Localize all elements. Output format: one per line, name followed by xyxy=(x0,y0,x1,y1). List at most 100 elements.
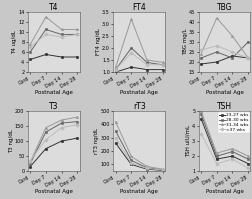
23-27 wks xyxy=(129,66,132,68)
23-27 wks xyxy=(199,117,202,120)
31-34 wks xyxy=(28,161,32,163)
>37 wks xyxy=(161,169,164,171)
28-30 wks xyxy=(214,51,217,53)
28-30 wks xyxy=(214,155,217,157)
>37 wks xyxy=(129,162,132,164)
Line: 23-27 wks: 23-27 wks xyxy=(199,117,248,165)
31-34 wks xyxy=(129,18,132,20)
Line: 31-34 wks: 31-34 wks xyxy=(114,18,163,68)
23-27 wks xyxy=(145,68,148,71)
28-30 wks xyxy=(114,68,117,71)
28-30 wks xyxy=(44,131,47,133)
28-30 wks xyxy=(230,57,233,59)
Line: 28-30 wks: 28-30 wks xyxy=(114,47,163,71)
28-30 wks xyxy=(60,122,63,124)
31-34 wks xyxy=(60,28,63,31)
28-30 wks xyxy=(161,169,164,171)
31-34 wks xyxy=(114,121,117,123)
Line: 23-27 wks: 23-27 wks xyxy=(114,142,163,172)
23-27 wks xyxy=(230,55,233,57)
>37 wks xyxy=(214,45,217,47)
31-34 wks xyxy=(246,57,249,59)
>37 wks xyxy=(44,139,47,141)
Title: TSH: TSH xyxy=(216,102,231,111)
23-27 wks xyxy=(199,63,202,65)
>37 wks xyxy=(44,33,47,36)
31-34 wks xyxy=(60,119,63,121)
31-34 wks xyxy=(161,61,164,64)
Title: T4: T4 xyxy=(49,3,58,12)
Title: TBG: TBG xyxy=(216,3,231,12)
28-30 wks xyxy=(114,130,117,132)
28-30 wks xyxy=(75,33,78,36)
Y-axis label: T3 ng/dL: T3 ng/dL xyxy=(9,129,14,153)
28-30 wks xyxy=(60,33,63,36)
Line: 31-34 wks: 31-34 wks xyxy=(199,110,248,157)
>37 wks xyxy=(60,126,63,129)
>37 wks xyxy=(199,132,202,135)
28-30 wks xyxy=(230,150,233,153)
28-30 wks xyxy=(129,159,132,162)
Line: 31-34 wks: 31-34 wks xyxy=(199,17,248,59)
Line: >37 wks: >37 wks xyxy=(199,132,248,169)
>37 wks xyxy=(114,68,117,71)
X-axis label: Postnatal Age: Postnatal Age xyxy=(205,189,243,194)
>37 wks xyxy=(246,167,249,169)
23-27 wks xyxy=(114,142,117,144)
28-30 wks xyxy=(161,64,164,66)
31-34 wks xyxy=(214,152,217,154)
23-27 wks xyxy=(75,56,78,58)
>37 wks xyxy=(145,167,148,170)
31-34 wks xyxy=(199,53,202,55)
28-30 wks xyxy=(199,57,202,59)
Line: >37 wks: >37 wks xyxy=(29,123,78,162)
23-27 wks xyxy=(60,56,63,58)
23-27 wks xyxy=(214,61,217,63)
28-30 wks xyxy=(28,51,32,53)
28-30 wks xyxy=(129,47,132,49)
Line: 23-27 wks: 23-27 wks xyxy=(29,137,78,168)
Line: 28-30 wks: 28-30 wks xyxy=(199,41,248,59)
28-30 wks xyxy=(145,167,148,169)
23-27 wks xyxy=(246,162,249,165)
Title: T3: T3 xyxy=(49,102,58,111)
Legend: 23-27 wks, 28-30 wks, 31-34 wks, >37 wks: 23-27 wks, 28-30 wks, 31-34 wks, >37 wks xyxy=(217,112,248,133)
23-27 wks xyxy=(44,53,47,56)
Title: rT3: rT3 xyxy=(132,102,145,111)
31-34 wks xyxy=(230,35,233,37)
31-34 wks xyxy=(129,155,132,158)
>37 wks xyxy=(129,52,132,54)
Y-axis label: TSH uIU/mL: TSH uIU/mL xyxy=(185,125,190,157)
>37 wks xyxy=(145,64,148,66)
>37 wks xyxy=(246,57,249,59)
>37 wks xyxy=(230,51,233,53)
28-30 wks xyxy=(246,158,249,160)
28-30 wks xyxy=(246,41,249,43)
Line: 28-30 wks: 28-30 wks xyxy=(29,120,78,165)
23-27 wks xyxy=(28,58,32,61)
23-27 wks xyxy=(44,147,47,150)
>37 wks xyxy=(75,33,78,36)
X-axis label: Postnatal Age: Postnatal Age xyxy=(205,90,243,95)
31-34 wks xyxy=(75,116,78,118)
>37 wks xyxy=(60,36,63,38)
X-axis label: Postnatal Age: Postnatal Age xyxy=(120,90,158,95)
Line: >37 wks: >37 wks xyxy=(199,45,248,59)
Title: FT4: FT4 xyxy=(132,3,145,12)
>37 wks xyxy=(214,162,217,165)
31-34 wks xyxy=(44,126,47,129)
23-27 wks xyxy=(75,137,78,139)
>37 wks xyxy=(114,137,117,139)
>37 wks xyxy=(28,46,32,48)
Line: 23-27 wks: 23-27 wks xyxy=(29,53,78,61)
>37 wks xyxy=(161,64,164,66)
X-axis label: Postnatal Age: Postnatal Age xyxy=(120,189,158,194)
31-34 wks xyxy=(44,16,47,18)
Y-axis label: T4 ug/dL: T4 ug/dL xyxy=(12,30,17,54)
31-34 wks xyxy=(114,66,117,68)
28-30 wks xyxy=(199,113,202,115)
31-34 wks xyxy=(199,110,202,112)
Line: 31-34 wks: 31-34 wks xyxy=(29,116,78,163)
Y-axis label: TBG mg/L: TBG mg/L xyxy=(182,29,187,55)
31-34 wks xyxy=(28,43,32,46)
